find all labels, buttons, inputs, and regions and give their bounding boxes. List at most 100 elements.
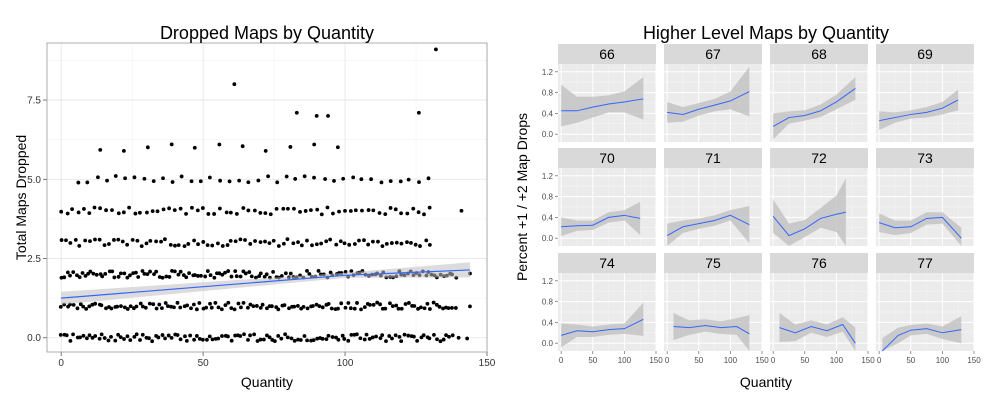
facet-panel-73: 73: [876, 148, 975, 246]
data-point: [136, 275, 141, 279]
data-point: [115, 304, 120, 309]
data-point: [320, 336, 325, 341]
data-point: [319, 241, 324, 246]
data-point: [178, 269, 183, 274]
data-point: [307, 272, 312, 276]
data-point: [152, 272, 156, 277]
data-point: [118, 271, 123, 276]
data-point: [241, 300, 246, 305]
data-point: [167, 206, 172, 211]
data-point: [184, 338, 189, 343]
x-tick-label: 100: [618, 356, 632, 365]
data-point: [85, 180, 90, 185]
data-point: [234, 212, 239, 216]
trend-line: [779, 323, 856, 344]
data-point: [271, 269, 275, 274]
data-point: [134, 332, 139, 337]
data-point: [125, 307, 130, 311]
data-point: [213, 301, 218, 305]
data-point: [332, 179, 336, 183]
data-point: [347, 242, 352, 247]
data-point: [134, 270, 138, 275]
data-point: [229, 306, 234, 311]
data-point: [287, 306, 291, 311]
data-point: [314, 113, 319, 118]
data-point: [192, 238, 197, 243]
data-point: [265, 333, 269, 338]
x-tick-label: 50: [588, 356, 597, 365]
x-tick-label: 150: [755, 356, 769, 365]
data-point: [425, 301, 430, 306]
data-point: [92, 205, 97, 210]
data-point: [258, 271, 263, 276]
data-point: [357, 238, 361, 243]
data-point: [87, 333, 92, 338]
data-point: [96, 175, 100, 180]
trend-line: [561, 98, 644, 112]
data-point: [243, 271, 248, 276]
data-point: [411, 334, 416, 339]
data-point: [194, 334, 199, 338]
data-point: [163, 336, 167, 341]
data-point: [161, 207, 166, 212]
data-point: [342, 241, 347, 246]
facet-strip: [876, 148, 974, 168]
facet-strip: [770, 253, 868, 273]
data-point: [305, 268, 309, 273]
data-point: [88, 269, 93, 274]
data-point: [122, 305, 127, 310]
data-point: [196, 274, 200, 278]
data-point: [331, 211, 335, 216]
data-point: [93, 237, 97, 242]
x-tick-label: 50: [906, 356, 915, 365]
data-point: [90, 335, 95, 340]
data-point: [192, 273, 197, 277]
facet-strip: [770, 148, 868, 168]
data-point: [100, 274, 105, 279]
data-point: [298, 209, 302, 214]
data-point: [450, 333, 455, 338]
data-point: [68, 241, 73, 245]
facet-panel-67: 67: [664, 44, 763, 142]
data-point: [216, 336, 221, 341]
data-point: [132, 175, 137, 180]
data-point: [215, 241, 220, 246]
data-point: [343, 208, 347, 213]
data-point: [338, 239, 343, 244]
data-point: [236, 301, 241, 306]
data-point: [184, 211, 188, 216]
data-point: [228, 210, 233, 215]
data-point: [378, 336, 383, 341]
data-point: [268, 212, 273, 217]
data-point: [134, 304, 139, 309]
data-point: [416, 210, 421, 215]
data-point: [314, 302, 319, 307]
data-point: [328, 237, 333, 242]
facet-label: 67: [705, 46, 721, 62]
data-point: [302, 174, 307, 179]
data-point: [208, 301, 212, 306]
data-point: [121, 210, 126, 215]
data-point: [190, 205, 194, 210]
data-point: [84, 306, 89, 311]
data-point: [168, 242, 173, 247]
data-point: [412, 304, 417, 308]
data-point: [349, 269, 354, 274]
data-point: [150, 209, 155, 214]
data-point: [418, 244, 422, 248]
data-point: [205, 269, 210, 273]
data-point: [80, 271, 85, 275]
data-point: [258, 211, 263, 215]
data-point: [399, 339, 404, 344]
data-point: [172, 208, 177, 213]
data-point: [281, 241, 286, 246]
data-point: [366, 208, 371, 212]
y-tick-label: 1.2: [542, 68, 554, 77]
data-point: [247, 270, 252, 274]
data-point: [339, 301, 344, 306]
trend-line: [772, 88, 856, 127]
data-point: [140, 269, 145, 273]
data-point: [125, 334, 130, 339]
data-point: [334, 242, 339, 247]
data-point: [266, 174, 271, 179]
